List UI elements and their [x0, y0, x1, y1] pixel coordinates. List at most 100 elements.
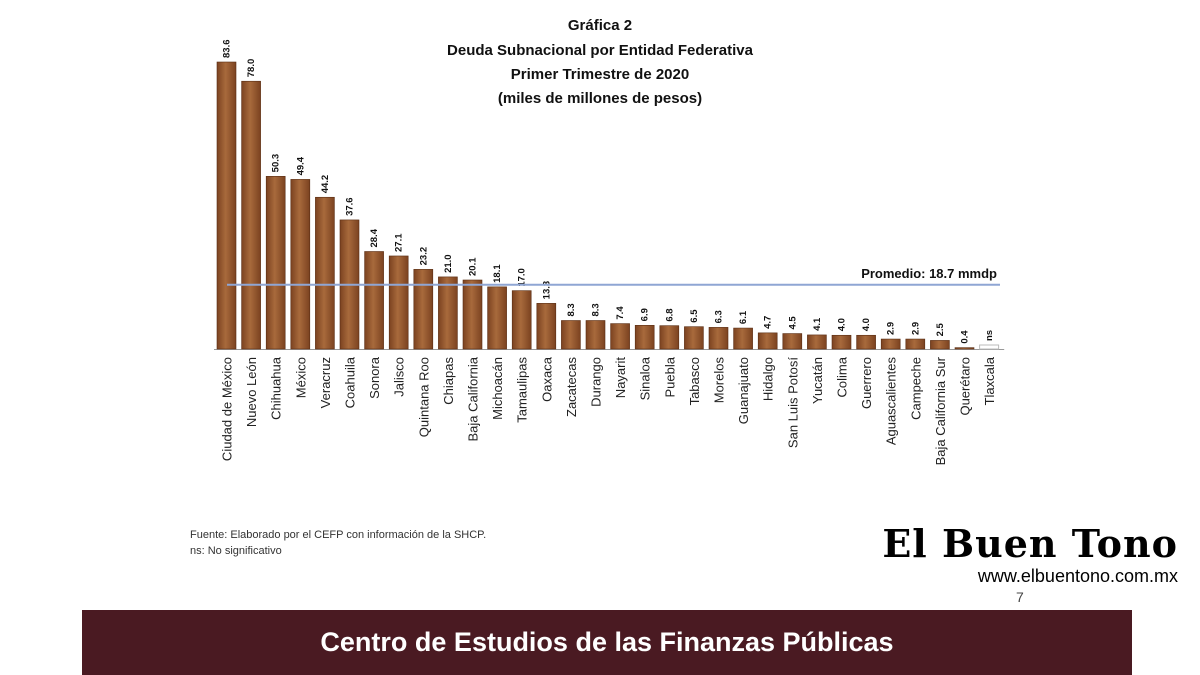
- footer-title: Centro de Estudios de las Finanzas Públi…: [320, 627, 894, 657]
- category-tick-label: Durango: [589, 357, 604, 407]
- bar: [979, 344, 1000, 350]
- bar: [930, 340, 950, 350]
- category-tick-label: Puebla: [662, 356, 677, 397]
- bar-value-label: 37.6: [345, 197, 356, 216]
- bar: [241, 80, 261, 350]
- category-tick-label: Guerrero: [859, 357, 874, 409]
- category-tick-label: Nayarit: [613, 357, 628, 399]
- category-tick-label: México: [293, 357, 308, 398]
- category-tick-label: Tabasco: [687, 357, 702, 405]
- category-tick-label: Yucatán: [810, 357, 825, 404]
- category-tick-label: Zacatecas: [564, 357, 579, 417]
- category-tick-label: Querétaro: [958, 357, 973, 416]
- category-tick-label: Michoacán: [490, 357, 505, 420]
- category-tick-label: Ciudad de México: [220, 357, 235, 461]
- bar-value-label: 49.4: [295, 156, 306, 175]
- bar-value-label: 23.2: [418, 247, 429, 266]
- bar: [536, 303, 557, 350]
- category-tick-label: Baja California: [466, 356, 481, 441]
- bar: [782, 333, 803, 350]
- bar: [265, 176, 286, 350]
- category-tick-label: Aguascalientes: [884, 357, 899, 446]
- bar: [684, 326, 704, 350]
- category-tick-label: Quintana Roo: [416, 357, 431, 437]
- bar: [610, 323, 630, 350]
- category-tick-label: Coahuila: [343, 356, 358, 408]
- bar: [364, 251, 384, 350]
- footer-band: Centro de Estudios de las Finanzas Públi…: [82, 610, 1132, 675]
- bar-value-label: 44.2: [320, 175, 331, 194]
- category-tick-label: Tamaulipas: [515, 357, 530, 423]
- bar: [733, 327, 753, 350]
- bar-value-label: 0.4: [960, 330, 971, 344]
- category-tick-label: Morelos: [712, 357, 727, 404]
- category-tick-label: Jalisco: [392, 357, 407, 397]
- bar: [807, 334, 827, 350]
- bar: [290, 179, 311, 350]
- category-tick-label: Baja California Sur: [933, 356, 948, 465]
- ns-note: ns: No significativo: [190, 545, 282, 557]
- category-tick-label: Guanajuato: [736, 357, 751, 424]
- category-tick-label: Sinaloa: [638, 356, 653, 400]
- page-number: 7: [1016, 589, 1024, 605]
- bar-value-label: 18.1: [492, 264, 503, 283]
- bar-value-label: 13.3: [541, 281, 552, 300]
- bar-value-label: ns: [984, 330, 995, 341]
- bar: [856, 334, 876, 350]
- bar-value-label: 78.0: [246, 59, 257, 78]
- bar: [905, 338, 926, 350]
- bar-value-label: 4.5: [787, 316, 798, 330]
- bar: [388, 255, 409, 350]
- bar-value-label: 83.6: [222, 40, 233, 59]
- category-tick-label: Nuevo León: [244, 357, 259, 427]
- bar: [438, 276, 458, 350]
- category-tick-label: Veracruz: [318, 357, 333, 408]
- bar-value-label: 28.4: [369, 228, 380, 247]
- bar-value-label: 6.3: [714, 310, 725, 323]
- bar: [413, 269, 434, 350]
- watermark-logo: El Buen Tono www.elbuentono.com.mx: [882, 522, 1178, 587]
- chart-title-line-3: Primer Trimestre de 2020: [510, 66, 690, 83]
- category-tick-label: San Luis Potosí: [785, 357, 800, 448]
- bar: [511, 290, 532, 350]
- bar: [757, 332, 778, 350]
- category-tick-label: Hidalgo: [761, 357, 776, 401]
- bar-value-label: 21.0: [443, 254, 454, 273]
- bar-value-label: 4.7: [763, 316, 774, 329]
- bar: [880, 338, 901, 350]
- chart-title-line-2: Deuda Subnacional por Entidad Federativa: [447, 42, 753, 59]
- brand-url: www.elbuentono.com.mx: [977, 566, 1178, 586]
- average-label: Promedio: 18.7 mmdp: [861, 266, 997, 281]
- category-tick-label: Sonora: [367, 356, 382, 399]
- bar-value-label: 6.5: [689, 309, 700, 323]
- bar-value-label: 17.0: [517, 268, 528, 287]
- bar: [315, 196, 335, 350]
- bar-value-label: 6.9: [640, 308, 651, 321]
- bar: [634, 325, 655, 350]
- bar: [831, 334, 852, 350]
- category-tick-label: Oaxaca: [539, 356, 554, 402]
- bar-value-label: 4.0: [861, 318, 872, 331]
- bar-value-label: 4.0: [837, 318, 848, 331]
- bar: [659, 325, 680, 350]
- bar-value-label: 8.3: [566, 303, 577, 316]
- category-tick-label: Colima: [835, 356, 850, 397]
- bar-value-label: 27.1: [394, 233, 405, 252]
- bar-value-label: 2.5: [935, 322, 946, 336]
- bar: [462, 279, 483, 350]
- bar: [954, 347, 975, 350]
- bar: [487, 286, 507, 350]
- bar-value-label: 50.3: [271, 154, 282, 173]
- category-tick-label: Tlaxcala: [982, 356, 997, 405]
- category-tick-label: Chihuahua: [269, 356, 284, 420]
- bar-value-label: 4.1: [812, 317, 823, 331]
- bar: [585, 320, 606, 350]
- bar-value-label: 2.9: [910, 322, 921, 335]
- bar-value-label: 20.1: [468, 257, 479, 276]
- bar-value-label: 7.4: [615, 306, 626, 320]
- chart-title-line-1: Gráfica 2: [567, 17, 633, 34]
- category-tick-label: Campeche: [908, 357, 923, 420]
- bar: [216, 61, 237, 350]
- bar: [561, 320, 581, 350]
